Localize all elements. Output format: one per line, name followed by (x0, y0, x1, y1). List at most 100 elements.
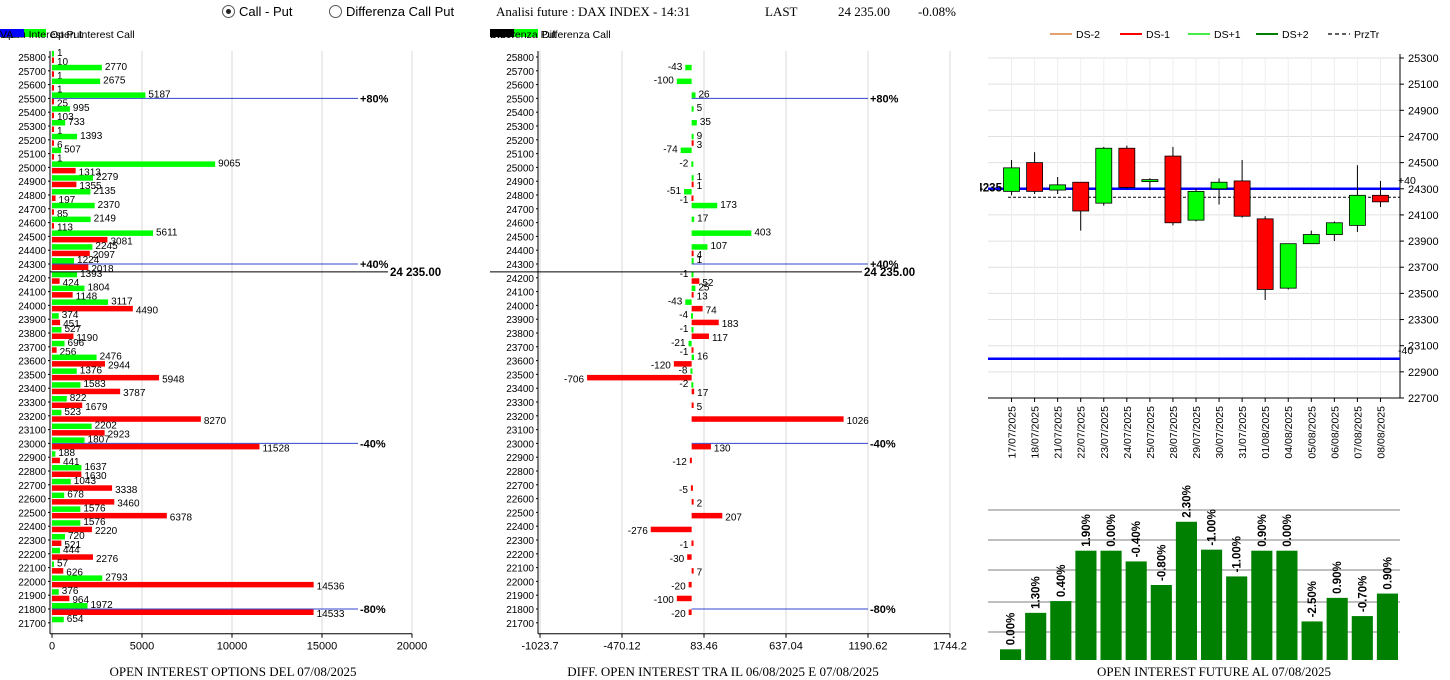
call-value-label: 9065 (218, 158, 241, 169)
call-bar (52, 106, 70, 112)
strike-label: 22000 (18, 577, 46, 588)
call-value-label: 2149 (94, 214, 117, 225)
put-value-label: 3081 (110, 236, 133, 247)
put-bar (691, 443, 711, 450)
legend-label: PrzTr (490, 29, 516, 41)
put-value-label: -1 (680, 347, 689, 358)
put-value-label: 117 (712, 333, 728, 344)
y-tick-label: 23300 (1408, 315, 1439, 327)
put-bar (52, 209, 54, 215)
put-bar (52, 499, 115, 505)
y-tick-label: 24300 (1408, 184, 1439, 196)
strike-label: 22100 (506, 564, 534, 575)
call-bar (52, 230, 153, 236)
call-bar (52, 437, 85, 443)
put-bar (52, 430, 105, 436)
put-value-label: 1 (57, 126, 63, 137)
strike-label: 25700 (506, 67, 534, 78)
call-value-label: 403 (754, 227, 771, 238)
put-value-label: 2 (697, 499, 703, 510)
strike-label: 23300 (506, 398, 534, 409)
put-value-label: 1630 (84, 471, 107, 482)
put-bar (52, 126, 54, 132)
strike-label: 23100 (506, 426, 534, 437)
x-tick-label: 0 (49, 641, 55, 653)
candle-body (1349, 194, 1366, 226)
call-bar (52, 161, 216, 167)
last-value: 24 235.00 (838, 4, 890, 19)
call-bar (52, 575, 103, 581)
strike-label: 25300 (506, 122, 534, 133)
oi-bar-label: 0.00% (1006, 613, 1018, 646)
put-value-label: 25 (57, 98, 69, 109)
y-tick-label: 22900 (1408, 367, 1439, 379)
call-value-label: 35 (700, 117, 712, 128)
call-value-label: 2279 (96, 172, 119, 183)
call-value-label: -4 (679, 310, 688, 321)
put-bar (52, 526, 92, 533)
call-value-label: 696 (68, 338, 85, 349)
call-bar (52, 299, 109, 305)
va-label: +40% (870, 259, 899, 271)
strike-label: 23900 (18, 315, 46, 326)
call-value-label: -1 (680, 269, 689, 280)
x-tick-label: 83.46 (690, 641, 718, 653)
put-bar (52, 236, 108, 243)
strike-label: 21900 (18, 591, 46, 602)
call-value-label: 1393 (80, 131, 103, 142)
put-bar (690, 485, 693, 491)
call-value-label: 1 (697, 172, 703, 183)
strike-label: 24800 (506, 191, 534, 202)
call-bar (52, 216, 91, 223)
call-bar (52, 368, 77, 374)
oi-bar (1251, 550, 1273, 660)
put-value-label: 1 (57, 154, 63, 165)
put-value-label: 424 (63, 278, 80, 289)
call-bar (52, 202, 95, 209)
call-bar (52, 603, 88, 609)
last-change: -0.08% (918, 4, 956, 19)
strike-label: 23700 (506, 343, 534, 354)
oi-bar (1326, 597, 1348, 660)
put-value-label: 3787 (123, 388, 146, 399)
oi-bar (1201, 549, 1223, 660)
put-value-label: 2276 (96, 554, 119, 565)
oi-bar (1376, 593, 1398, 660)
call-bar (691, 202, 718, 209)
put-bar (691, 140, 694, 146)
strike-label: 25700 (18, 67, 46, 78)
put-bar (52, 57, 54, 63)
oi-bar-label: 1.90% (1081, 514, 1093, 547)
call-value-label: 5187 (148, 89, 171, 100)
strike-label: 23900 (506, 315, 534, 326)
strike-label: 21900 (506, 591, 534, 602)
chart-title: OPEN INTEREST FUTURE AL 07/08/2025 (1097, 664, 1331, 679)
call-value-label: 1583 (83, 379, 106, 390)
put-bar (52, 361, 105, 367)
call-value-label: 1376 (80, 365, 103, 376)
call-value-label: 188 (58, 448, 75, 459)
call-value-label: 2245 (95, 241, 118, 252)
put-bar (691, 250, 694, 257)
radio-differenza[interactable]: Differenza Call Put (329, 4, 454, 19)
put-value-label: -30 (670, 554, 685, 565)
strike-label: 25000 (18, 163, 46, 174)
last-label: LAST (765, 4, 798, 19)
put-bar (687, 554, 692, 560)
call-bar (52, 340, 65, 347)
put-value-label: 17 (697, 388, 709, 399)
call-value-label: 1576 (83, 503, 106, 514)
put-bar (52, 471, 82, 477)
date-label: 18/07/2025 (1030, 406, 1042, 459)
candle-body (1233, 180, 1251, 217)
put-value-label: 6 (57, 140, 63, 151)
radio-call-put[interactable]: Call - Put (222, 4, 292, 19)
strike-label: 22900 (506, 453, 534, 464)
put-bar (691, 416, 844, 422)
strike-label: 24600 (18, 219, 46, 230)
candle-body (1095, 147, 1113, 204)
call-value-label: -100 (654, 76, 674, 87)
oi-bar (1175, 521, 1197, 660)
call-value-label: 17 (697, 214, 709, 225)
